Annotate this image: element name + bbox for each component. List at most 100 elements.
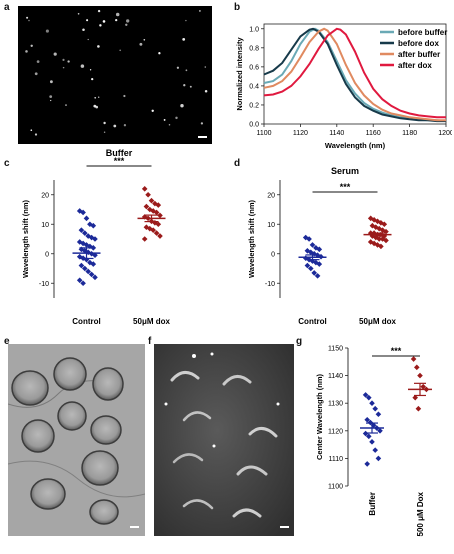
- data-point: [373, 234, 379, 241]
- data-point: [378, 219, 384, 226]
- y-tick-label: 10: [267, 222, 275, 229]
- panel-e-brightfield-image: [8, 344, 145, 536]
- data-point: [88, 234, 95, 241]
- data-point: [367, 215, 374, 222]
- panel-label-d: d: [234, 158, 241, 169]
- data-point: [375, 411, 382, 418]
- data-point: [313, 259, 319, 266]
- data-point: [410, 356, 417, 362]
- data-point: [92, 274, 98, 281]
- x-axis-label: Wavelength (nm): [325, 141, 386, 150]
- y-tick-label: 0.4: [249, 83, 259, 90]
- x-tick-label: 1140: [329, 130, 344, 137]
- series-line-after-buffer: [263, 27, 446, 122]
- data-point: [375, 455, 382, 462]
- series-line-before-dox: [263, 27, 446, 123]
- data-point: [373, 224, 379, 230]
- data-point: [157, 212, 163, 219]
- data-point: [80, 280, 86, 287]
- y-axis-label: Normalized intensity: [235, 37, 244, 111]
- data-point: [369, 400, 375, 406]
- data-point: [414, 364, 420, 371]
- data-point: [383, 237, 389, 244]
- y-tick-label: 0.6: [249, 64, 259, 71]
- x-tick-label: 1160: [366, 130, 381, 137]
- data-point: [90, 222, 97, 229]
- data-point: [381, 221, 388, 228]
- y-tick-label: -10: [39, 281, 49, 288]
- data-point: [362, 430, 369, 437]
- legend-label: after buffer: [398, 50, 440, 59]
- legend-label: after dox: [398, 61, 432, 70]
- x-tick-label: 1120: [293, 130, 308, 137]
- data-point: [376, 236, 382, 242]
- data-point: [82, 230, 88, 236]
- y-tick-label: 1130: [328, 401, 343, 408]
- significance-label: ***: [391, 346, 402, 356]
- data-point: [78, 227, 85, 233]
- panel-label-g: g: [296, 336, 303, 347]
- scale-bar: [280, 526, 289, 528]
- data-point: [309, 242, 316, 248]
- panel-label-b: b: [234, 2, 241, 13]
- y-tick-label: 0.0: [249, 122, 259, 129]
- data-point: [155, 202, 162, 208]
- y-tick-label: 1120: [328, 428, 343, 435]
- data-point: [150, 227, 156, 233]
- data-point: [92, 236, 98, 242]
- data-point: [378, 243, 384, 250]
- panel-g-center-wavelength-chart: 1100 1110 1120 1130 1140 1150 Center Wavelengt…: [315, 346, 432, 536]
- data-point: [420, 383, 426, 390]
- y-tick-label: 1150: [328, 346, 343, 353]
- data-point: [88, 271, 95, 278]
- data-point: [372, 405, 378, 412]
- legend-label: before buffer: [398, 28, 447, 37]
- data-point: [383, 228, 389, 235]
- category-label: 500 μM Dox: [416, 491, 425, 536]
- y-tick-label: 20: [41, 192, 49, 199]
- panel-f-fluorescence-image: [154, 344, 294, 536]
- data-point: [314, 273, 321, 279]
- data-point: [150, 208, 156, 214]
- panel-c-buffer-chart: -10 0 10 20 Wavelength shift (nm) Buffer*** Co…: [21, 148, 171, 326]
- panel-b-spectra-chart: 1100 1120 1140 1160 1180 1200 0.0 0.2 0.4 0.6 0.8 1…: [235, 23, 452, 150]
- data-point: [148, 197, 155, 204]
- y-tick-label: 1110: [328, 456, 343, 463]
- fluorescent-cells: [170, 371, 278, 518]
- significance-label: ***: [114, 156, 125, 166]
- data-point: [155, 221, 162, 228]
- data-point: [141, 186, 148, 192]
- data-point: [376, 225, 382, 232]
- data-point: [141, 214, 148, 220]
- chart-title: Serum: [331, 166, 359, 176]
- x-tick-label: 1100: [256, 130, 271, 137]
- series-line-after-dox: [263, 27, 446, 119]
- y-tick-label: -10: [265, 281, 275, 288]
- data-point: [82, 265, 88, 272]
- category-label: Control: [298, 317, 326, 326]
- x-tick-label: 1180: [402, 130, 417, 137]
- data-point: [372, 447, 378, 453]
- y-tick-label: 1100: [328, 484, 343, 491]
- data-point: [369, 439, 375, 445]
- data-point: [364, 461, 370, 467]
- panel-label-c: c: [4, 158, 10, 169]
- data-point: [141, 236, 148, 242]
- cells: [11, 357, 124, 525]
- data-point: [153, 230, 160, 236]
- data-point: [83, 242, 90, 248]
- y-tick-label: 0.2: [249, 102, 259, 109]
- data-point: [367, 239, 374, 245]
- category-label: Control: [72, 317, 100, 326]
- y-tick-label: 0.8: [249, 45, 259, 52]
- y-tick-label: 0: [45, 251, 49, 258]
- y-tick-label: 1.0: [249, 26, 259, 33]
- category-label: 50μM dox: [359, 317, 396, 326]
- panel-a-dots: [25, 9, 208, 136]
- data-point: [83, 215, 90, 222]
- data-point: [147, 206, 153, 213]
- data-point: [415, 405, 422, 412]
- data-point: [369, 222, 376, 229]
- legend-label: before dox: [398, 39, 439, 48]
- y-tick-label: 1140: [328, 373, 343, 380]
